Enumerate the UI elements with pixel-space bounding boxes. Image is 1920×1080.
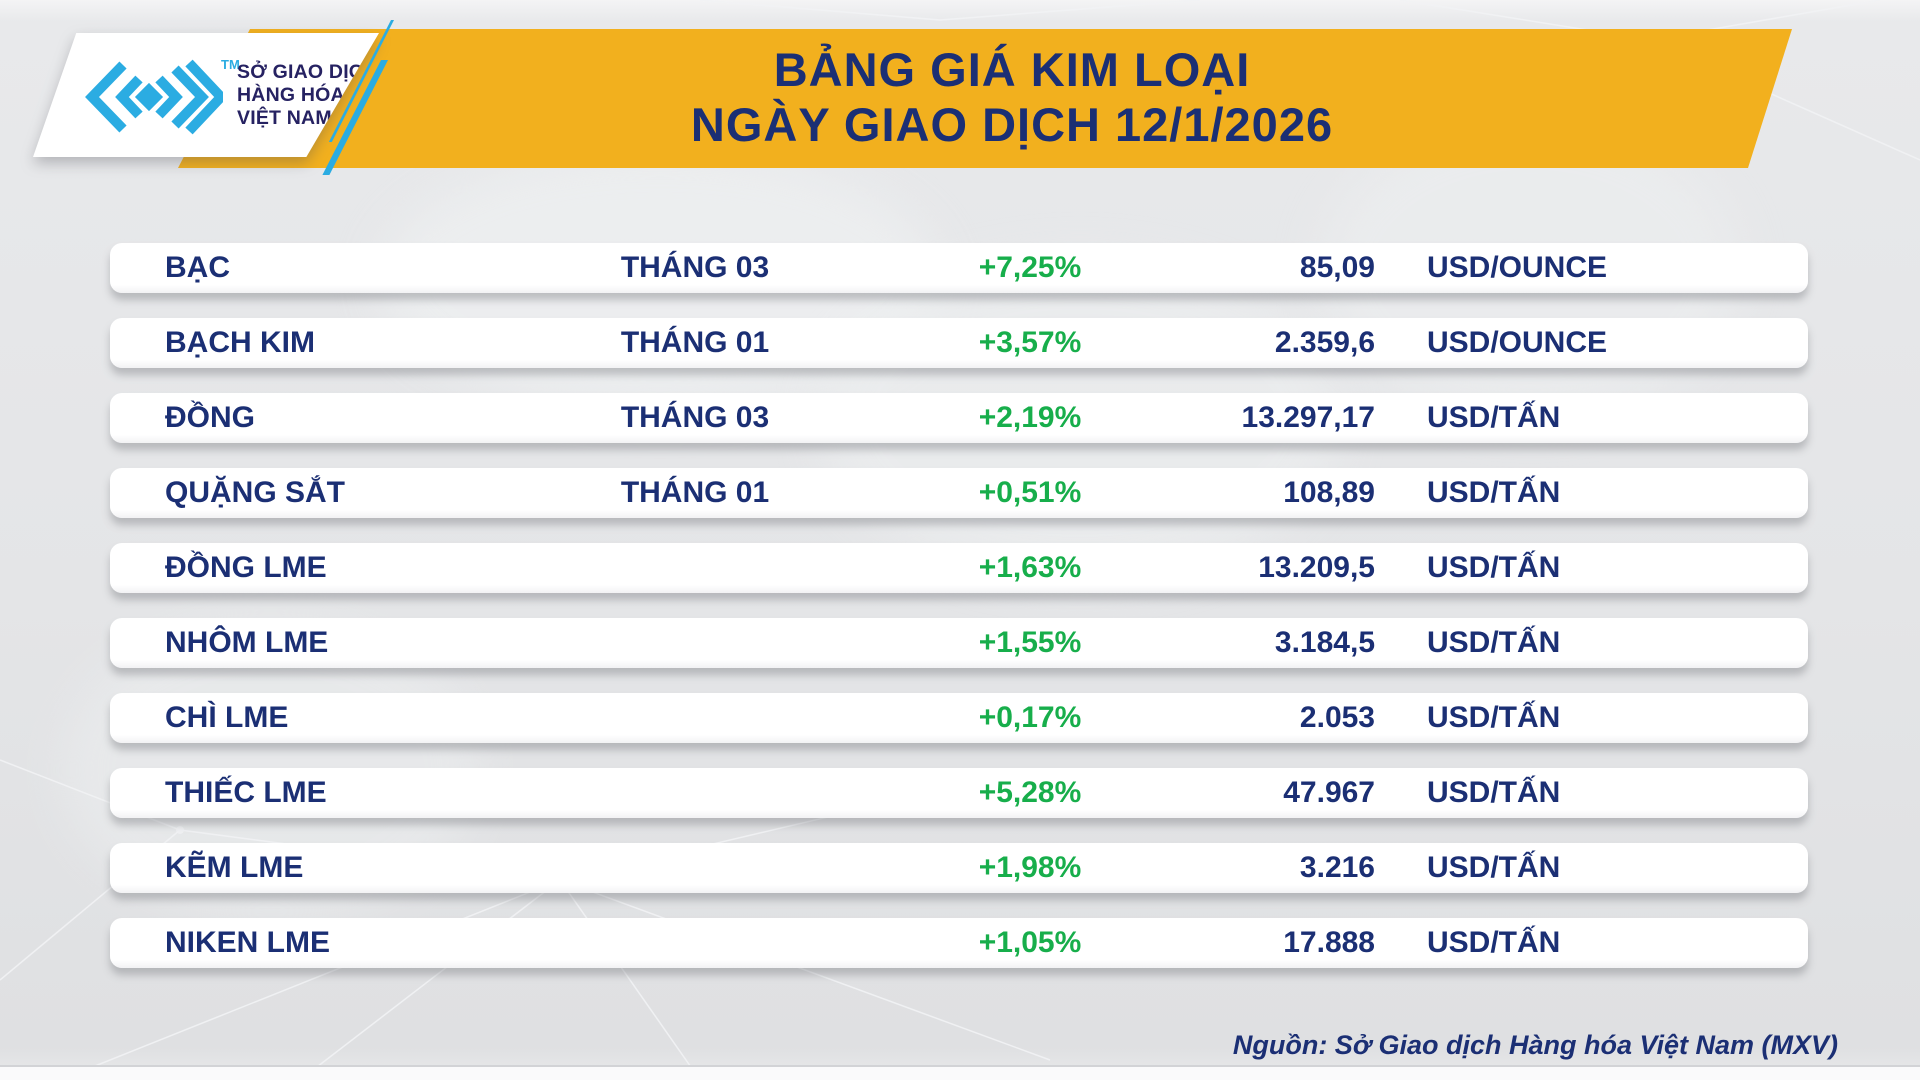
price-unit: USD/TẤN — [1427, 476, 1561, 509]
commodity-name: ĐỒNG LME — [165, 551, 327, 584]
price-unit: USD/TẤN — [1427, 551, 1561, 584]
price-unit: USD/TẤN — [1427, 851, 1561, 884]
change-percent: +1,55% — [978, 626, 1082, 659]
price-row: BẠC THÁNG 03 +7,25% 85,09 USD/OUNCE — [110, 243, 1808, 293]
commodity-name: THIẾC LME — [165, 776, 327, 809]
price-value: 17.888 — [1283, 926, 1375, 959]
price-table: BẠC THÁNG 03 +7,25% 85,09 USD/OUNCE BẠCH… — [110, 243, 1808, 993]
price-unit: USD/TẤN — [1427, 926, 1561, 959]
change-percent: +7,25% — [978, 251, 1082, 284]
contract-month: THÁNG 01 — [620, 476, 770, 509]
commodity-name: KẼM LME — [165, 851, 304, 884]
price-row: ĐỒNG THÁNG 03 +2,19% 13.297,17 USD/TẤN — [110, 393, 1808, 443]
logo-org-line1: SỞ GIAO DỊCH — [237, 61, 378, 83]
change-percent: +1,63% — [978, 551, 1082, 584]
price-row: KẼM LME +1,98% 3.216 USD/TẤN — [110, 843, 1808, 893]
contract-month: THÁNG 03 — [620, 251, 770, 284]
price-value: 47.967 — [1283, 776, 1375, 809]
contract-month: THÁNG 01 — [620, 326, 770, 359]
mxv-logo-icon — [85, 59, 223, 135]
price-value: 85,09 — [1299, 251, 1375, 284]
change-percent: +2,19% — [978, 401, 1082, 434]
price-value: 108,89 — [1283, 476, 1375, 509]
price-row: CHÌ LME +0,17% 2.053 USD/TẤN — [110, 693, 1808, 743]
change-percent: +1,98% — [978, 851, 1082, 884]
change-percent: +5,28% — [978, 776, 1082, 809]
price-value: 3.216 — [1299, 851, 1375, 884]
commodity-name: CHÌ LME — [165, 701, 289, 734]
contract-month: THÁNG 03 — [620, 401, 770, 434]
commodity-name: NHÔM LME — [165, 626, 329, 659]
price-unit: USD/TẤN — [1427, 626, 1561, 659]
logo-org-line2: HÀNG HÓA — [237, 84, 345, 106]
price-row: NIKEN LME +1,05% 17.888 USD/TẤN — [110, 918, 1808, 968]
price-row: THIẾC LME +5,28% 47.967 USD/TẤN — [110, 768, 1808, 818]
header-banner — [178, 29, 1792, 168]
price-unit: USD/OUNCE — [1427, 251, 1608, 284]
change-percent: +0,17% — [978, 701, 1082, 734]
price-row: QUẶNG SẮT THÁNG 01 +0,51% 108,89 USD/TẤN — [110, 468, 1808, 518]
page-title-line1: BẢNG GIÁ KIM LOẠI — [773, 43, 1251, 96]
change-percent: +0,51% — [978, 476, 1082, 509]
bottom-edge-strip — [0, 1065, 1920, 1080]
trademark-symbol: TM — [221, 57, 240, 72]
page-title: BẢNG GIÁ KIM LOẠI NGÀY GIAO DỊCH 12/1/20… — [104, 42, 1920, 152]
page-title-line2: NGÀY GIAO DỊCH 12/1/2026 — [690, 98, 1334, 151]
price-unit: USD/OUNCE — [1427, 326, 1608, 359]
commodity-name: NIKEN LME — [165, 926, 330, 959]
commodity-name: BẠC — [165, 251, 230, 284]
price-row: ĐỒNG LME +1,63% 13.209,5 USD/TẤN — [110, 543, 1808, 593]
price-value: 2.053 — [1299, 701, 1375, 734]
price-value: 13.209,5 — [1258, 551, 1375, 584]
change-percent: +1,05% — [978, 926, 1082, 959]
price-value: 13.297,17 — [1241, 401, 1375, 434]
price-unit: USD/TẤN — [1427, 776, 1561, 809]
logo-org-name: SỞ GIAO DỊCH HÀNG HÓA VIỆT NAM — [237, 61, 379, 130]
price-value: 3.184,5 — [1274, 626, 1375, 659]
price-value: 2.359,6 — [1274, 326, 1375, 359]
commodity-name: ĐỒNG — [165, 401, 255, 434]
price-unit: USD/TẤN — [1427, 401, 1561, 434]
source-credit: Nguồn: Sở Giao dịch Hàng hóa Việt Nam (M… — [1232, 1030, 1838, 1060]
logo-org-line3: VIỆT NAM — [237, 107, 332, 129]
price-row: BẠCH KIM THÁNG 01 +3,57% 2.359,6 USD/OUN… — [110, 318, 1808, 368]
price-row: NHÔM LME +1,55% 3.184,5 USD/TẤN — [110, 618, 1808, 668]
commodity-name: QUẶNG SẮT — [165, 476, 345, 509]
change-percent: +3,57% — [978, 326, 1082, 359]
price-unit: USD/TẤN — [1427, 701, 1561, 734]
commodity-name: BẠCH KIM — [165, 326, 315, 359]
